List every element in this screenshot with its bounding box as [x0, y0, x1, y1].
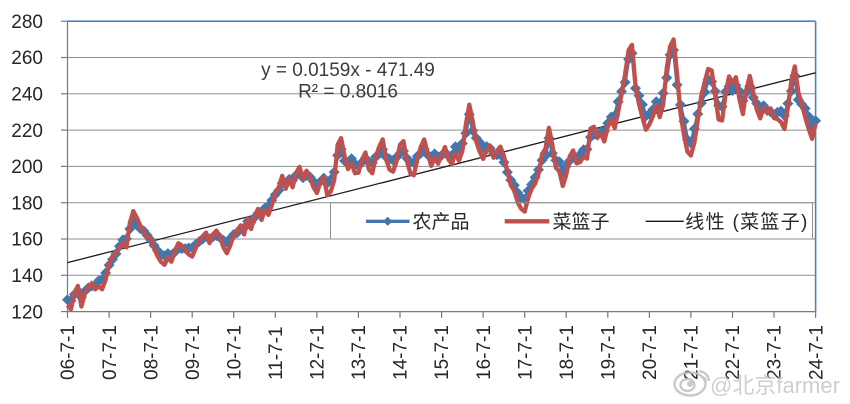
svg-text:09-7-1: 09-7-1	[183, 325, 204, 380]
svg-text:农产品: 农产品	[413, 211, 470, 233]
svg-text:11-7-1: 11-7-1	[266, 326, 287, 380]
svg-text:200: 200	[11, 157, 43, 178]
svg-text:240: 240	[11, 85, 43, 106]
svg-text:12-7-1: 12-7-1	[308, 325, 329, 380]
svg-text:17-7-1: 17-7-1	[515, 325, 536, 380]
svg-text:线性 (菜篮子): 线性 (菜篮子)	[685, 211, 808, 233]
svg-text:08-7-1: 08-7-1	[141, 325, 162, 380]
svg-text:280: 280	[11, 12, 43, 33]
svg-text:R² = 0.8016: R² = 0.8016	[298, 82, 398, 103]
svg-text:13-7-1: 13-7-1	[349, 325, 370, 380]
svg-text:19-7-1: 19-7-1	[599, 325, 620, 380]
svg-text:y = 0.0159x - 471.49: y = 0.0159x - 471.49	[261, 60, 435, 81]
svg-text:22-7-1: 22-7-1	[723, 325, 744, 380]
svg-text:14-7-1: 14-7-1	[391, 325, 412, 380]
svg-text:140: 140	[11, 266, 43, 287]
svg-text:180: 180	[11, 193, 43, 214]
svg-text:23-7-1: 23-7-1	[765, 325, 786, 380]
svg-text:16-7-1: 16-7-1	[474, 325, 495, 380]
svg-text:18-7-1: 18-7-1	[557, 325, 578, 380]
svg-text:@北京farmer: @北京farmer	[710, 373, 840, 398]
svg-text:10-7-1: 10-7-1	[224, 325, 245, 380]
svg-text:120: 120	[11, 302, 43, 323]
svg-text:24-7-1: 24-7-1	[806, 325, 827, 380]
svg-text:15-7-1: 15-7-1	[432, 325, 453, 380]
svg-text:160: 160	[11, 230, 43, 251]
svg-text:20-7-1: 20-7-1	[640, 325, 661, 380]
svg-text:260: 260	[11, 48, 43, 69]
svg-text:菜篮子: 菜篮子	[553, 211, 610, 233]
svg-text:06-7-1: 06-7-1	[58, 325, 79, 380]
svg-text:220: 220	[11, 121, 43, 142]
svg-text:21-7-1: 21-7-1	[682, 325, 703, 380]
svg-text:07-7-1: 07-7-1	[100, 325, 121, 380]
